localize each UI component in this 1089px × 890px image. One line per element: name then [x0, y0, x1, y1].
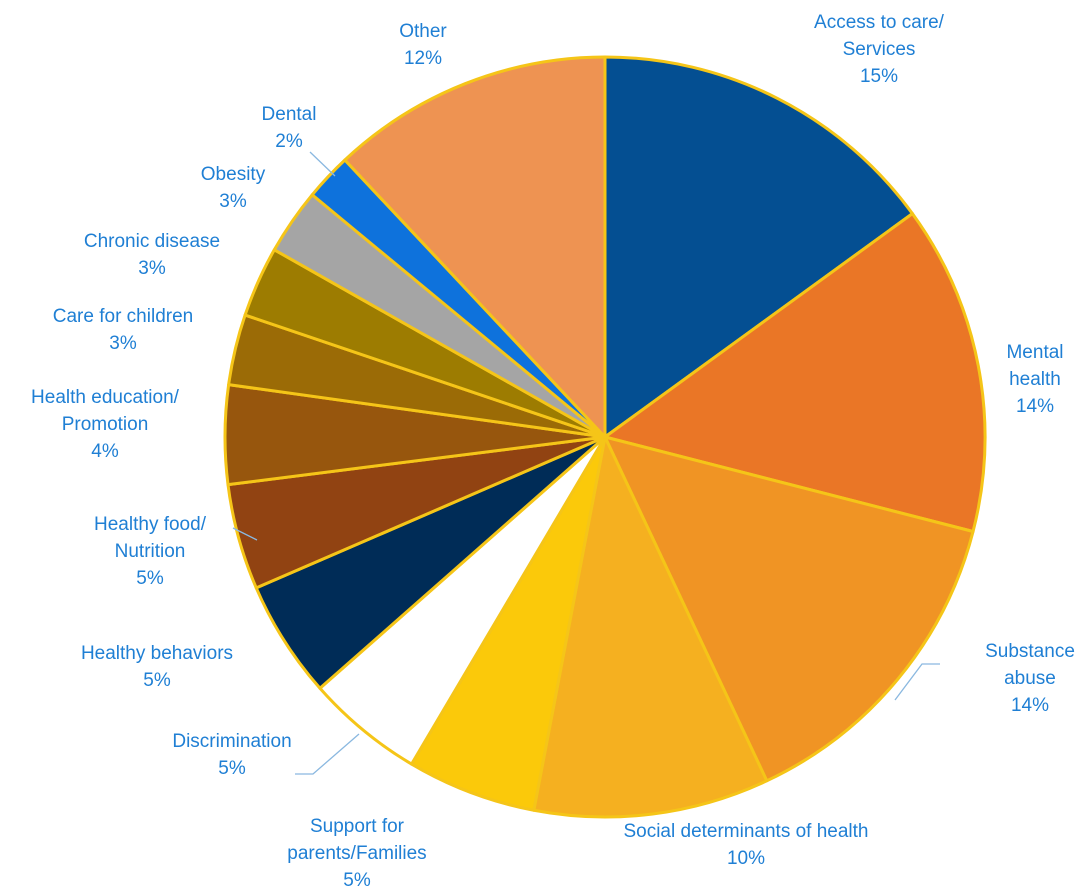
- slice-label-access-to-care-services: Access to care/Services 15%: [814, 12, 945, 87]
- slice-label-line: Promotion: [62, 414, 149, 435]
- slice-label-line: Discrimination: [172, 731, 291, 752]
- slice-percent: 14%: [1011, 695, 1049, 716]
- slice-label-line: Other: [399, 21, 447, 42]
- slice-label-line: Healthy food/: [94, 514, 207, 535]
- slice-percent: 5%: [343, 870, 371, 890]
- slice-label-health-education-promotion: Health education/Promotion 4%: [31, 387, 180, 462]
- slice-label-line: Services: [843, 39, 916, 60]
- leader-line-substance-abuse: [894, 663, 940, 701]
- slice-label-line: Substance: [985, 641, 1075, 662]
- slice-label-line: health: [1009, 369, 1061, 390]
- slice-label-line: parents/Families: [287, 843, 426, 864]
- leader-line-support-for-parents-families: [295, 733, 360, 775]
- label-leader-lines: [232, 151, 940, 775]
- slice-percent: 10%: [727, 848, 765, 869]
- slice-label-line: Healthy behaviors: [81, 643, 233, 664]
- slice-label-social-determinants-of-health: Social determinants of health 10%: [623, 821, 868, 869]
- slice-label-line: Health education/: [31, 387, 180, 408]
- pie-slices: [223, 55, 987, 819]
- slice-percent: 2%: [275, 131, 303, 152]
- slice-label-line: abuse: [1004, 668, 1056, 689]
- slice-percent: 3%: [138, 258, 166, 279]
- pie-slice-social-determinants-of-health: [532, 435, 769, 819]
- slice-label-line: Chronic disease: [84, 231, 220, 252]
- slice-label-healthy-food-nutrition: Healthy food/Nutrition 5%: [94, 514, 207, 589]
- slice-label-mental-health: Mental health 14%: [1006, 342, 1063, 417]
- slice-percent: 4%: [91, 441, 119, 462]
- slice-label-line: Obesity: [201, 164, 266, 185]
- slice-label-line: Nutrition: [115, 541, 186, 562]
- slice-label-line: Mental: [1006, 342, 1063, 363]
- slice-label-line: Social determinants of health: [623, 821, 868, 842]
- pie-slice-substance-abuse: [603, 435, 975, 783]
- slice-label-healthy-behaviors: Healthy behaviors 5%: [81, 643, 233, 691]
- slice-label-care-for-children: Care for children 3%: [53, 306, 193, 354]
- slice-percent: 14%: [1016, 396, 1054, 417]
- slice-label-dental: Dental 2%: [262, 104, 317, 152]
- slice-percent: 12%: [404, 48, 442, 69]
- leader-line-healthy-food-nutrition: [232, 527, 258, 541]
- slice-percent: 5%: [218, 758, 246, 779]
- slice-label-support-for-parents-families: Support for parents/Families 5%: [287, 816, 426, 890]
- pie-slice-mental-health: [603, 212, 987, 533]
- slice-labels: Access to care/Services 15% Mental health 14…: [31, 12, 1075, 890]
- pie-slice-support-for-parents-families: [410, 435, 607, 812]
- slice-label-substance-abuse: Substance abuse 14%: [985, 641, 1075, 716]
- slice-label-line: Dental: [262, 104, 317, 125]
- slice-label-line: Access to care/: [814, 12, 945, 33]
- slice-label-other: Other 12%: [399, 21, 447, 69]
- leader-line-dental: [309, 151, 336, 177]
- slice-label-line: Support for: [310, 816, 405, 837]
- slice-percent: 15%: [860, 66, 898, 87]
- slice-percent: 3%: [109, 333, 137, 354]
- slice-percent: 5%: [136, 568, 164, 589]
- slice-label-line: Care for children: [53, 306, 193, 327]
- pie-slice-other: [343, 55, 607, 439]
- slice-percent: 3%: [219, 191, 247, 212]
- slice-label-obesity: Obesity 3%: [201, 164, 266, 212]
- slice-label-chronic-disease: Chronic disease 3%: [84, 231, 220, 279]
- pie-slice-access-to-care-services: [603, 55, 914, 439]
- slice-label-discrimination: Discrimination 5%: [172, 731, 291, 779]
- slice-percent: 5%: [143, 670, 171, 691]
